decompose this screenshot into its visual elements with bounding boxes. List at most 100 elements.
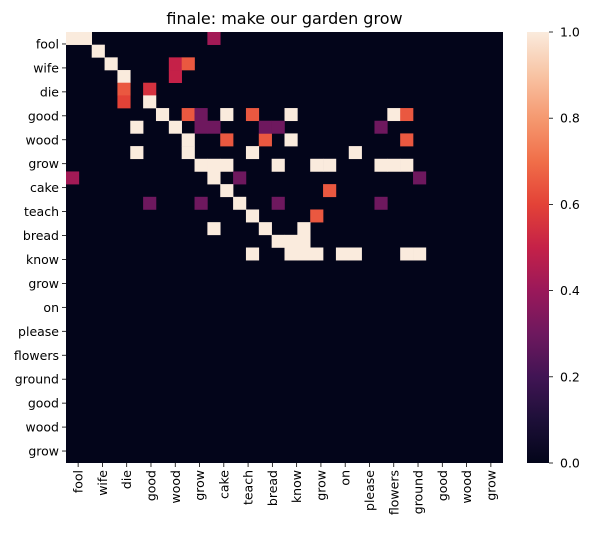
y-tick-label: teach (24, 204, 59, 219)
heatmap-cell (271, 158, 285, 172)
heatmap-cells (66, 32, 503, 463)
chart-title: finale: make our garden grow (166, 9, 402, 28)
y-tick-label: grow (28, 156, 59, 171)
colorbar: 0.0 0.2 0.4 0.6 0.8 1.0 (527, 25, 580, 471)
heatmap-cell (233, 196, 247, 210)
heatmap-cell (194, 158, 208, 172)
y-tick-label: grow (28, 276, 59, 291)
heatmap-cell (143, 82, 157, 96)
heatmap-cell (297, 234, 311, 248)
colorbar-tick-label: 0.2 (560, 369, 580, 384)
heatmap-cell (207, 222, 221, 236)
x-tick-label: wife (95, 470, 110, 496)
heatmap-cell (66, 32, 80, 45)
x-tick-label: grow (192, 470, 207, 501)
heatmap-cell (168, 70, 182, 84)
x-tick-label: grow (483, 470, 498, 501)
heatmap-cell (117, 82, 131, 96)
heatmap-cell (181, 57, 195, 71)
heatmap-cell (271, 234, 285, 248)
heatmap-cell (400, 247, 414, 261)
x-tick-label: wood (459, 470, 474, 503)
heatmap-cell (194, 108, 208, 122)
heatmap-cell (117, 95, 131, 109)
heatmap-cell (220, 184, 234, 198)
x-tick-label: good (143, 470, 158, 501)
heatmap-cell (400, 108, 414, 122)
colorbar-tick-label: 0.4 (560, 283, 580, 298)
y-tick-label: wood (26, 132, 59, 147)
heatmap-cell (310, 209, 324, 223)
y-tick-label: good (28, 108, 59, 123)
heatmap-cell (284, 108, 298, 122)
x-tick-label: on (338, 470, 353, 486)
heatmap-cell (323, 184, 337, 198)
x-tick-label: grow (313, 470, 328, 501)
heatmap-cell (194, 196, 208, 210)
heatmap-cell (374, 196, 388, 210)
y-tick-labels: fool wife die good wood grow cake teach bread kno… (14, 36, 66, 459)
heatmap-cell (284, 133, 298, 147)
heatmap-cell (348, 247, 362, 261)
heatmap-cell (413, 247, 427, 261)
heatmap-cell (130, 120, 144, 134)
colorbar-tick-label: 0.0 (560, 456, 580, 471)
x-tick-label: teach (241, 470, 256, 505)
colorbar-tick-label: 1.0 (560, 25, 580, 40)
y-tick-label: wood (26, 420, 59, 435)
heatmap-cell (258, 222, 272, 236)
x-tick-label: good (435, 470, 450, 501)
heatmap-cell (297, 247, 311, 261)
x-tick-label: ground (411, 470, 426, 514)
heatmap-cell (258, 120, 272, 134)
x-tick-label: cake (216, 470, 231, 499)
y-tick-label: good (28, 396, 59, 411)
heatmap-cell (168, 120, 182, 134)
heatmap-cell (387, 108, 401, 122)
heatmap-cell (374, 120, 388, 134)
heatmap-cell (284, 247, 298, 261)
heatmap-cell (348, 146, 362, 160)
x-tick-label: flowers (386, 470, 401, 515)
heatmap-cell (245, 247, 260, 261)
heatmap-cell (297, 222, 311, 236)
heatmap-cell (271, 196, 285, 210)
y-tick-label: wife (33, 60, 59, 75)
x-tick-label: please (362, 470, 377, 511)
heatmap-cell (181, 133, 195, 147)
heatmap-cell (91, 44, 105, 58)
heatmap-cell (245, 146, 260, 160)
heatmap-cell (207, 120, 221, 134)
y-tick-label: please (18, 324, 59, 339)
y-tick-label: flowers (14, 348, 59, 363)
heatmap-cell (143, 95, 157, 109)
heatmap-cell (207, 32, 221, 45)
x-tick-labels: fool wife die good wood grow cake teach bread kno… (71, 463, 498, 515)
x-tick-label: die (119, 470, 134, 489)
heatmap-cell (181, 108, 195, 122)
heatmap-cell (245, 209, 260, 223)
y-tick-label: know (26, 252, 59, 267)
heatmap-cell (400, 158, 414, 172)
heatmap-cell (130, 146, 144, 160)
y-tick-label: bread (23, 228, 59, 243)
y-tick-label: ground (15, 372, 59, 387)
heatmap-cell (78, 32, 93, 45)
heatmap-cell (400, 133, 414, 147)
heatmap-cell (233, 171, 247, 185)
y-tick-label: on (43, 300, 59, 315)
y-tick-label: fool (36, 36, 59, 51)
heatmap-cell (220, 108, 234, 122)
y-tick-label: cake (30, 180, 59, 195)
y-tick-label: die (40, 84, 59, 99)
heatmap-cell (310, 158, 324, 172)
colorbar-tick-label: 0.6 (560, 197, 580, 212)
x-tick-label: bread (265, 470, 280, 506)
heatmap-cell (245, 108, 260, 122)
heatmap-cell (310, 247, 324, 261)
heatmap-cell (271, 120, 285, 134)
heatmap-cell (143, 196, 157, 210)
heatmap-cell (387, 158, 401, 172)
heatmap-cell (284, 234, 298, 248)
